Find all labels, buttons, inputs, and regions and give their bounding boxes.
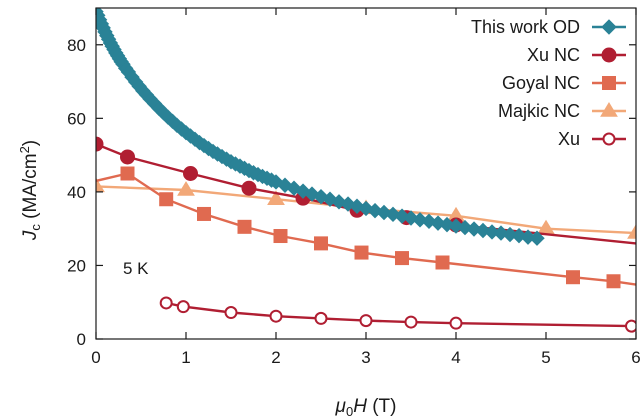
legend-marker-xu-nc (601, 47, 617, 63)
data-point-this-work-od (502, 226, 518, 243)
data-point-this-work-od (484, 224, 500, 240)
data-point-goyal-nc (120, 166, 135, 181)
data-point-xu (404, 315, 418, 329)
legend-label-xu-nc: Xu NC (527, 45, 580, 65)
data-point-xu-nc (183, 166, 198, 181)
y-tick-label: 60 (67, 109, 86, 128)
legend-label-majkic-nc: Majkic NC (498, 101, 580, 121)
x-tick-label: 1 (181, 348, 190, 367)
legend-marker-xu (602, 132, 616, 146)
data-point-goyal-nc (237, 219, 252, 234)
temperature-annotation: 5 K (123, 259, 149, 278)
data-point-goyal-nc (197, 206, 211, 221)
data-point-xu-nc (120, 149, 135, 165)
data-point-xu-nc (96, 136, 104, 152)
data-point-xu (314, 311, 328, 325)
data-point-xu (625, 319, 636, 333)
data-point-goyal-nc (159, 192, 174, 207)
data-point-majkic-nc (267, 190, 285, 205)
data-point-this-work-od (529, 230, 545, 246)
legend-marker-goyal-nc (602, 76, 616, 90)
data-point-goyal-nc (395, 251, 409, 266)
data-point-xu (449, 316, 463, 330)
data-point-goyal-nc (606, 274, 621, 289)
data-point-goyal-nc (314, 236, 328, 251)
data-point-majkic-nc (96, 177, 105, 193)
legend-label-goyal-nc: Goyal NC (502, 73, 580, 93)
legend-label-xu: Xu (558, 129, 580, 149)
x-tick-label: 4 (451, 348, 460, 367)
y-axis-label: Jc (MA/cm2) (17, 140, 43, 241)
data-point-this-work-od (520, 229, 536, 245)
y-tick-label: 40 (67, 183, 86, 202)
y-tick-label: 80 (67, 36, 86, 55)
data-point-xu (359, 314, 373, 328)
legend-label-this-work-od: This work OD (471, 17, 580, 37)
series-this-work-od (96, 8, 545, 246)
y-tick-label: 20 (67, 256, 86, 275)
legend-marker-majkic-nc (600, 102, 618, 117)
data-point-majkic-nc (627, 224, 636, 239)
data-point-xu-nc (241, 180, 257, 196)
legend-marker-this-work-od (601, 19, 617, 35)
x-tick-label: 5 (541, 348, 550, 367)
data-point-xu (176, 300, 190, 314)
data-point-xu (269, 309, 283, 323)
data-point-xu (159, 296, 173, 310)
data-point-goyal-nc (566, 270, 580, 285)
data-point-xu (224, 306, 238, 320)
y-tick-label: 0 (77, 330, 86, 349)
x-tick-label: 2 (271, 348, 280, 367)
x-tick-label: 0 (91, 348, 100, 367)
data-point-goyal-nc (354, 245, 369, 260)
x-tick-label: 3 (361, 348, 370, 367)
x-axis-label: μ0H (T) (335, 396, 397, 418)
series-goyal-nc (96, 166, 636, 289)
series-xu (159, 296, 636, 333)
data-point-goyal-nc (435, 255, 450, 270)
data-point-goyal-nc (273, 229, 288, 244)
x-tick-label: 6 (631, 348, 640, 367)
legend: This work OD Xu NC Goyal NC Majkic NC Xu (471, 17, 626, 149)
data-point-majkic-nc (177, 181, 195, 196)
